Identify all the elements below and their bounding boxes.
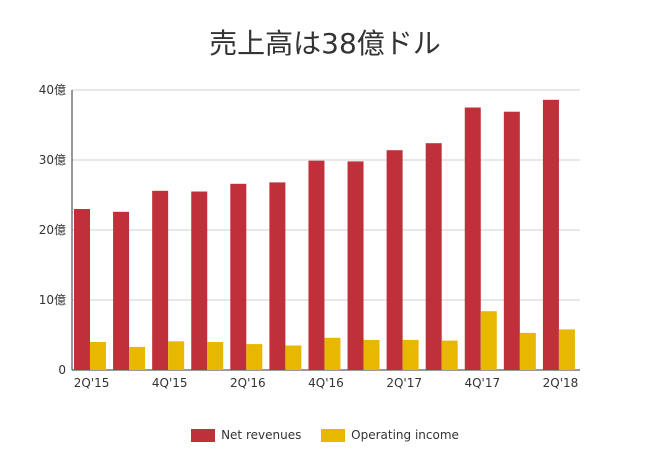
bar-operating-income xyxy=(285,345,302,370)
y-tick-label: 40億 xyxy=(39,83,66,97)
bar-operating-income xyxy=(441,340,458,370)
y-tick-label: 30億 xyxy=(39,153,66,167)
legend-label-operating-income: Operating income xyxy=(351,428,459,442)
y-tick-label: 10億 xyxy=(39,293,66,307)
x-tick-label: 4Q'16 xyxy=(308,376,344,390)
x-tick-label: 4Q'15 xyxy=(152,376,188,390)
bar-operating-income xyxy=(207,342,224,370)
bar-net-revenues xyxy=(152,190,169,370)
bar-net-revenues xyxy=(425,143,442,370)
legend-swatch-net-revenues xyxy=(191,428,216,442)
bar-operating-income xyxy=(402,339,419,370)
bar-operating-income xyxy=(168,341,185,370)
x-tick-label: 2Q'18 xyxy=(543,376,579,390)
bar-net-revenues xyxy=(503,111,520,370)
bar-operating-income xyxy=(363,339,380,370)
bar-net-revenues xyxy=(347,161,364,370)
bar-net-revenues xyxy=(74,209,90,370)
x-tick-label: 4Q'17 xyxy=(464,376,500,390)
bar-net-revenues xyxy=(269,182,286,370)
x-tick-label: 2Q'15 xyxy=(74,376,110,390)
bar-operating-income xyxy=(90,342,106,370)
bar-operating-income xyxy=(480,311,497,370)
legend-item-operating-income[interactable]: Operating income xyxy=(321,428,459,442)
legend-label-net-revenues: Net revenues xyxy=(221,428,302,442)
bar-net-revenues xyxy=(464,107,481,370)
bar-operating-income xyxy=(519,332,536,370)
bar-net-revenues xyxy=(113,211,130,370)
x-tick-label: 2Q'17 xyxy=(386,376,422,390)
bar-net-revenues xyxy=(386,150,403,370)
chart-title: 売上高は38億ドル xyxy=(209,27,441,60)
bar-operating-income xyxy=(324,337,341,370)
bar-operating-income xyxy=(129,346,146,370)
bar-net-revenues xyxy=(230,183,247,370)
bar-net-revenues xyxy=(308,160,325,370)
bar-net-revenues xyxy=(542,99,559,371)
legend-swatch-operating-income xyxy=(321,428,346,442)
y-tick-label: 0 xyxy=(58,363,66,377)
bar-operating-income xyxy=(558,329,575,370)
y-tick-label: 20億 xyxy=(39,223,66,237)
chart-legend: Net revenues Operating income xyxy=(0,428,650,445)
x-tick-label: 2Q'16 xyxy=(230,376,266,390)
legend-item-net-revenues[interactable]: Net revenues xyxy=(191,428,301,442)
bar-operating-income xyxy=(246,344,263,370)
bar-net-revenues xyxy=(191,191,208,370)
